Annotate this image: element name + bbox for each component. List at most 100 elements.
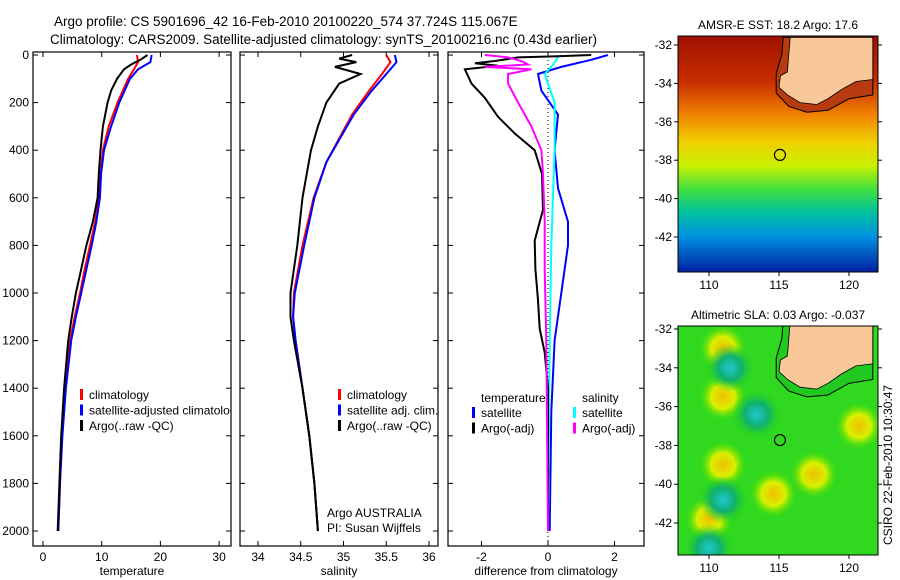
series-line-temperature-satellite [536,54,609,532]
x-tick-label: 2 [611,550,618,564]
land-australia [778,326,874,390]
salinity-panel: 34 34.5 35 35.5 36 salinity climatology satelli… [239,51,439,578]
temperature-panel: 0 10 20 30 temperature 0 200 400 600 800 1000 1200 1… [2,48,242,578]
series-line-salinity-argo-adj- [484,54,549,532]
sla-anomaly-blob [685,524,733,555]
lon-tick-label: 120 [839,278,859,292]
lat-tick-label: -38 [655,438,673,452]
y-tick-label: 1400 [2,381,29,395]
y-tick-label: 800 [9,238,29,252]
map-frame [677,35,879,273]
x-tick-label: 0 [545,550,552,564]
legend-swatch [80,389,83,400]
legend-swatch [338,389,341,400]
x-tick-label: 10 [95,550,109,564]
series-line-temperature-argo-adj- [463,54,592,531]
x-axis-label: salinity [321,564,358,578]
axes-frame [239,51,439,547]
x-tick-label: 35.5 [375,550,399,564]
legend-swatch [573,407,576,418]
legend-swatch [80,404,83,416]
legend-swatch [472,407,475,418]
legend-swatch [338,420,341,431]
map-title: Altimetric SLA: 0.03 Argo: -0.037 [691,308,865,322]
lon-tick-label: 110 [699,278,718,292]
y-tick-label: 1600 [2,429,29,443]
land-australia [778,36,874,105]
plot-area: climatology satellite-adjusted climatolog… [56,54,242,532]
lat-tick-label: -32 [655,38,673,52]
lat-tick-label: -34 [655,361,673,375]
lat-tick-label: -40 [655,477,673,491]
map-field [678,326,878,555]
legend-label: Argo(-adj) [582,422,635,436]
legend-label: satellite adj. clim. [347,404,438,418]
x-tick-label: 0 [40,550,47,564]
map-title: AMSR-E SST: 18.2 Argo: 17.6 [698,18,858,32]
lat-tick-label: -38 [655,153,673,167]
title-line-1: Argo profile: CS 5901696_42 16-Feb-2010 … [54,14,518,29]
y-tick-label: 1200 [2,334,29,348]
axes-frame [32,51,232,547]
x-axis-label: temperature [100,564,165,578]
y-tick-label: 600 [9,191,29,205]
x-axis-label: difference from climatology [474,564,617,578]
series-line-climatology [57,54,140,532]
y-tick-label: 0 [22,48,29,62]
series-line-salinity-satellite [543,54,562,532]
y-tick-label: 2000 [2,524,29,538]
lat-tick-label: -32 [655,322,673,336]
y-tick-label: 400 [9,143,29,157]
y-tick-label: 1000 [2,286,29,300]
map-frame [677,325,879,556]
lat-tick-label: -40 [655,192,673,206]
legend-label: Argo(-adj) [481,422,534,436]
sla-map-panel: Altimetric SLA: 0.03 Argo: -0.037 110 115 1… [655,308,882,575]
legend-label: climatology [347,388,407,402]
lon-tick-label: 120 [839,561,859,575]
axes-frame [447,51,645,547]
map-field [678,36,878,272]
x-tick-label: 34 [251,550,265,564]
y-tick-label: 1800 [2,476,29,490]
sla-anomaly-blob [834,402,878,450]
series-line-satellite-adjusted-climatology [57,54,153,532]
legend-label: satellite [582,406,623,420]
lon-tick-label: 115 [769,278,788,292]
x-tick-label: 20 [154,550,168,564]
annotation-text: Argo AUSTRALIA [327,506,422,520]
credit-label: CSIRO 22-Feb-2010 10:30:47 [881,385,895,545]
sla-anomaly-blob [699,475,747,524]
plot-area: temperature salinitysatelliteArgo(-adj)sa… [463,52,635,546]
legend-label: Argo(..raw -QC) [89,419,174,433]
legend-swatch [80,420,83,431]
legend-header: salinity [582,391,619,405]
sst-map-panel: AMSR-E SST: 18.2 Argo: 17.6 110 115 120 -32 -… [655,18,882,292]
sla-anomaly-blob [706,343,754,392]
lat-tick-label: -42 [655,230,673,244]
legend-label: climatology [89,388,149,402]
x-tick-label: 34.5 [289,550,313,564]
series-line-climatology [292,54,392,532]
title-line-2: Climatology: CARS2009. Satellite-adjuste… [50,32,597,47]
legend-label: satellite [481,406,522,420]
argo-float-marker [773,433,787,447]
legend-header: temperature [481,391,546,405]
lat-tick-label: -36 [655,115,673,129]
sla-anomaly-blob [749,469,798,518]
x-tick-label: 36 [422,550,436,564]
lon-tick-label: 115 [769,561,788,575]
lat-tick-label: -42 [655,516,673,530]
x-tick-label: 35 [337,550,351,564]
sla-anomaly-blob [732,390,781,439]
argo-float-marker [773,148,787,162]
legend-label: satellite-adjusted climatology [89,404,242,418]
lon-tick-label: 110 [699,561,718,575]
annotation-text: PI: Susan Wijffels [327,521,421,535]
plot-area: climatology satellite adj. clim.Argo(..ra… [289,54,438,532]
lat-tick-label: -34 [655,76,673,90]
sla-anomaly-blob [699,440,747,489]
series-line-argo-raw-qc- [56,54,149,532]
